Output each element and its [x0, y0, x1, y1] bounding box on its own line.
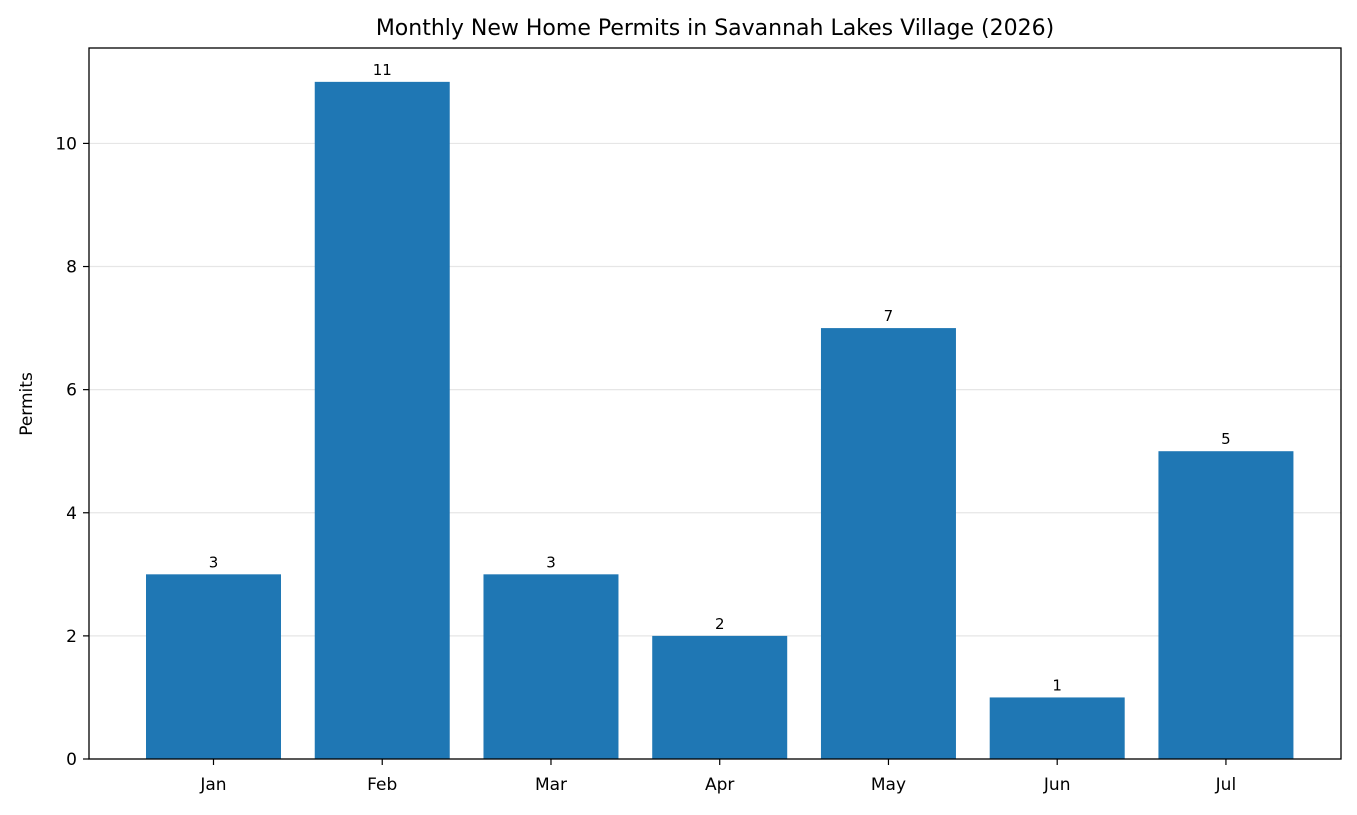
x-tick-label: Jul [1215, 775, 1237, 795]
y-tick-label: 10 [55, 134, 77, 154]
bar-value-label: 3 [209, 553, 219, 571]
x-tick-label: Apr [705, 775, 734, 795]
y-axis-ticks: 0 2 4 6 8 10 [55, 134, 89, 770]
y-tick-label: 0 [66, 750, 77, 770]
bar-value-label: 3 [546, 553, 556, 571]
bar-value-label: 1 [1052, 676, 1062, 694]
bar-jan [146, 574, 281, 759]
bar-apr [652, 635, 788, 759]
x-tick-label: Mar [535, 775, 567, 795]
bar-feb [314, 81, 450, 760]
x-tick-label: Jun [1043, 775, 1071, 795]
bar-jul [1158, 451, 1294, 759]
bar-may [820, 328, 956, 759]
chart-title: Monthly New Home Permits in Savannah Lak… [376, 16, 1054, 41]
bars [146, 81, 1294, 760]
x-tick-label: Feb [367, 775, 397, 795]
bar-value-label: 5 [1221, 430, 1231, 448]
bar-mar [483, 574, 619, 759]
plot-frame [88, 47, 1342, 760]
x-tick-label: May [871, 775, 906, 795]
bar-value-label: 2 [715, 615, 725, 633]
x-tick-label: Jan [199, 775, 226, 795]
y-tick-label: 2 [66, 627, 77, 647]
y-axis-label: Permits [17, 372, 37, 436]
y-tick-label: 6 [66, 381, 77, 401]
y-tick-label: 8 [66, 258, 77, 278]
y-tick-label: 4 [66, 504, 77, 524]
bar-value-label: 11 [373, 61, 392, 79]
x-axis-ticks: Jan Feb Mar Apr May Jun Jul [199, 759, 1236, 795]
bar-value-label: 7 [884, 307, 894, 325]
bar-jun [989, 697, 1125, 759]
bar-value-labels: 3 11 3 2 7 1 5 [209, 61, 1231, 695]
